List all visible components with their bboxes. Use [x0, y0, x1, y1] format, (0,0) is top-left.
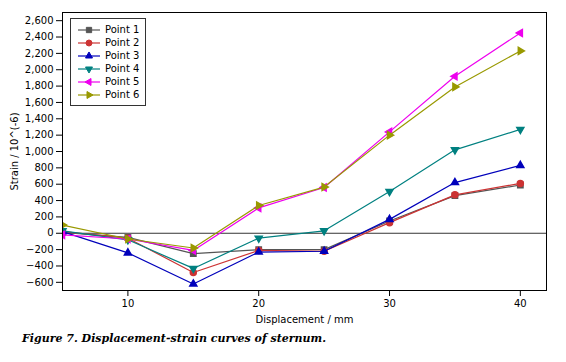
svg-text:1,400: 1,400	[25, 113, 54, 124]
svg-text:1,800: 1,800	[25, 80, 54, 91]
svg-text:30: 30	[383, 298, 396, 309]
html-text:Point 6: Point 6	[105, 89, 140, 100]
svg-text:−200: −200	[26, 244, 53, 255]
svg-text:1,600: 1,600	[25, 97, 54, 108]
html-text:Point 1: Point 1	[105, 24, 140, 35]
svg-text:20: 20	[252, 298, 265, 309]
svg-text:Strain / 10^(-6): Strain / 10^(-6)	[9, 112, 20, 190]
svg-text:40: 40	[514, 298, 527, 309]
html-text:Point 5: Point 5	[105, 76, 140, 87]
html-text:Point 3: Point 3	[105, 50, 140, 61]
svg-text:Displacement / mm: Displacement / mm	[256, 314, 354, 325]
svg-text:400: 400	[34, 195, 53, 206]
svg-text:200: 200	[34, 211, 53, 222]
svg-text:10: 10	[122, 298, 135, 309]
html-text:Figure 7. Displacement-strain: Figure 7. Displacement-strain curves of …	[22, 332, 326, 345]
svg-text:−400: −400	[26, 260, 53, 271]
svg-text:−600: −600	[26, 277, 53, 288]
svg-text:2,400: 2,400	[25, 31, 54, 42]
svg-text:2,200: 2,200	[25, 48, 54, 59]
svg-text:2,600: 2,600	[25, 15, 54, 26]
html-text:Point 2: Point 2	[105, 37, 140, 48]
html-text:Point 4: Point 4	[105, 63, 140, 74]
svg-text:1,000: 1,000	[25, 146, 54, 157]
svg-text:0: 0	[47, 227, 53, 238]
svg-text:800: 800	[34, 162, 53, 173]
svg-text:2,000: 2,000	[25, 64, 54, 75]
svg-text:600: 600	[34, 178, 53, 189]
svg-text:1,200: 1,200	[25, 129, 54, 140]
